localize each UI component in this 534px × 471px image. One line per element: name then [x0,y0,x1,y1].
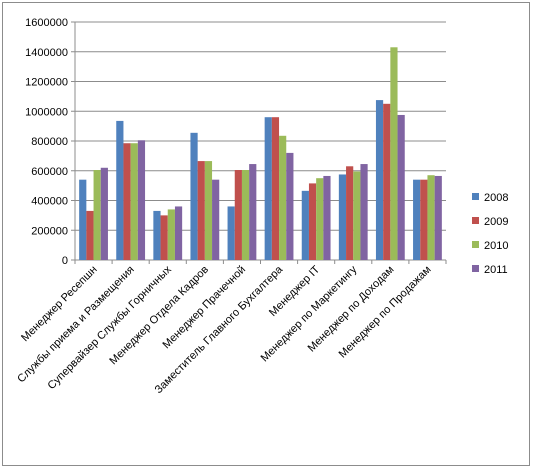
bar-2011-6 [323,175,331,260]
bar-2011-3 [212,179,220,260]
y-tick-label: 0 [62,255,68,267]
bar-2008-1 [116,120,124,260]
bar-2008-3 [190,132,198,260]
y-tick-label: 1000000 [25,106,68,118]
bar-2010-6 [316,178,324,260]
bar-2009-0 [86,210,94,260]
bar-2011-5 [286,152,294,260]
bar-2011-1 [137,140,146,260]
bar-2011-0 [100,167,108,260]
bar-2011-8 [397,114,405,260]
axis-labels: 0 200000 400000 600000 800000 1000000 1200000 1… [15,17,433,396]
legend-label: 2008 [484,192,508,204]
legend-label: 2009 [484,216,508,228]
bar-2009-6 [308,183,317,260]
bar-2009-5 [271,117,280,260]
y-tick-label: 1600000 [25,17,68,29]
y-tick-label: 1400000 [25,47,68,59]
bar-2009-1 [123,143,131,260]
y-tick-label: 600000 [31,166,68,178]
legend: 2008 2009 2010 2011 [472,192,508,276]
bar-2011-2 [174,206,183,260]
bar-2009-7 [346,166,354,260]
y-tick-label: 200000 [31,225,68,237]
legend-swatch-2009 [472,217,479,224]
legend-swatch-2010 [472,241,479,248]
legend-swatch-2011 [472,265,479,272]
bar-2010-1 [130,143,138,260]
y-tick-label: 400000 [31,196,68,208]
bar-2008-6 [301,190,309,260]
legend-label: 2010 [484,240,508,252]
bar-2008-4 [227,206,235,260]
y-tick-label: 800000 [31,136,68,148]
bar-2011-9 [434,175,442,260]
bar-2010-8 [390,47,398,260]
bar-2008-9 [413,179,421,260]
legend-label: 2011 [484,264,508,276]
bar-2009-8 [383,103,391,260]
bar-2011-4 [249,164,257,260]
bar-2011-7 [360,164,368,260]
bar-2008-5 [264,117,272,260]
bar-2008-7 [338,174,347,260]
bar-2008-0 [79,179,87,260]
bar-2010-3 [204,161,213,260]
bar-2010-4 [241,170,250,260]
bar-2009-3 [197,161,205,260]
legend-swatch-2008 [472,193,479,200]
bar-2010-9 [427,175,435,260]
bar-2008-2 [153,210,161,260]
bars [79,47,442,260]
bar-2009-9 [420,179,428,260]
bar-2008-8 [375,100,384,260]
bar-2010-0 [93,170,101,260]
bar-2010-2 [167,209,175,260]
bar-2010-7 [353,171,361,260]
bar-2009-4 [234,170,242,260]
bar-2010-5 [279,135,287,260]
bar-2009-2 [160,215,168,260]
y-tick-label: 1200000 [25,77,68,89]
